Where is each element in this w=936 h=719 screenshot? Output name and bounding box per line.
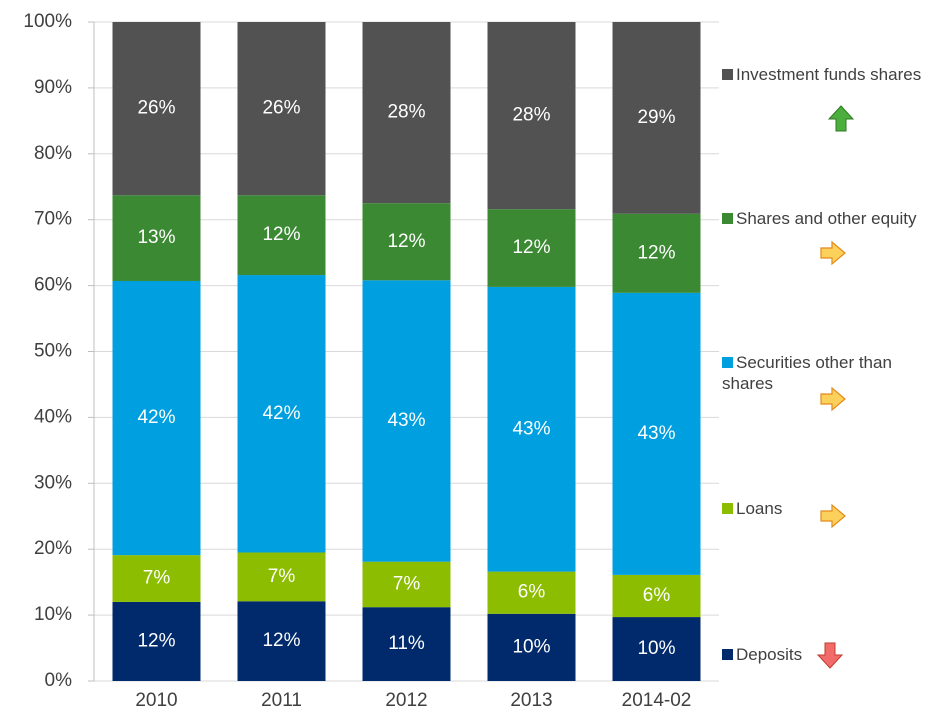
legend-swatch	[722, 357, 733, 368]
bar-segment	[362, 22, 451, 204]
legend-label: Securities other than shares	[722, 353, 892, 393]
bar-segment	[487, 22, 576, 210]
bar-segment	[612, 617, 701, 681]
data-label: 12%	[137, 630, 175, 651]
data-label: 13%	[137, 227, 175, 248]
legend-swatch	[722, 503, 733, 514]
bar-segment	[487, 286, 576, 572]
data-label: 12%	[512, 237, 550, 258]
bar-segment	[487, 209, 576, 287]
legend-label: Shares and other equity	[736, 209, 917, 228]
x-tick-label: 2012	[385, 690, 427, 711]
bar-segment	[362, 607, 451, 681]
y-tick-label: 60%	[34, 275, 72, 296]
data-label: 6%	[643, 585, 671, 606]
y-tick-label: 0%	[45, 670, 73, 691]
legend-entry: Investment funds shares	[722, 64, 934, 85]
y-tick-label: 90%	[34, 77, 72, 98]
data-label: 7%	[143, 568, 171, 589]
bar-segment	[237, 552, 326, 602]
legend-entry: Loans	[722, 498, 934, 519]
bar-segment	[362, 561, 451, 608]
bar-segment	[362, 280, 451, 562]
y-tick-label: 40%	[34, 406, 72, 427]
legend-swatch	[722, 649, 733, 660]
data-label: 6%	[518, 582, 546, 603]
x-tick-label: 2013	[510, 690, 552, 711]
data-label: 42%	[137, 407, 175, 428]
data-label: 10%	[637, 638, 675, 659]
data-label: 26%	[137, 98, 175, 119]
bar-segment	[237, 195, 326, 276]
legend-swatch	[722, 69, 733, 80]
data-label: 28%	[512, 105, 550, 126]
legend-entry: Deposits	[722, 644, 934, 665]
y-tick-label: 80%	[34, 143, 72, 164]
bar-segment	[612, 292, 701, 575]
legend-label: Investment funds shares	[736, 65, 922, 84]
legend-entry: Shares and other equity	[722, 208, 934, 229]
legend-label: Deposits	[736, 645, 803, 664]
bar-segment	[487, 571, 576, 614]
data-label: 26%	[262, 98, 300, 119]
bar-segment	[237, 601, 326, 681]
y-tick-label: 10%	[34, 604, 72, 625]
y-tick-label: 100%	[23, 11, 72, 32]
legend-entry: Securities other than shares	[722, 352, 934, 394]
data-label: 43%	[512, 418, 550, 439]
y-tick-label: 70%	[34, 209, 72, 230]
bar-segment	[237, 22, 326, 196]
data-label: 11%	[388, 633, 425, 654]
legend-swatch	[722, 213, 733, 224]
bar-segment	[112, 555, 201, 602]
data-label: 29%	[637, 107, 675, 128]
y-tick-label: 50%	[34, 341, 72, 362]
x-tick-label: 2010	[135, 690, 177, 711]
bar-segment	[237, 275, 326, 553]
data-label: 43%	[637, 423, 675, 444]
bar-segment	[612, 22, 701, 214]
data-label: 10%	[512, 636, 550, 657]
bar-segment	[112, 280, 201, 556]
bar-segment	[612, 574, 701, 618]
x-tick-label: 2014-02	[622, 690, 692, 711]
bar-segment	[362, 203, 451, 281]
data-label: 12%	[387, 231, 425, 252]
data-label: 12%	[262, 224, 300, 245]
bar-segment	[487, 613, 576, 681]
data-label: 12%	[262, 630, 300, 651]
x-tick-label: 2011	[261, 690, 302, 711]
data-label: 42%	[262, 403, 300, 424]
data-label: 12%	[637, 242, 675, 263]
bar-segment	[112, 601, 201, 681]
data-label: 28%	[387, 102, 425, 123]
bar-segment	[112, 22, 201, 196]
bar-segment	[112, 195, 201, 281]
data-label: 43%	[387, 410, 425, 431]
legend-label: Loans	[736, 499, 783, 518]
y-tick-label: 20%	[34, 538, 72, 559]
data-label: 7%	[393, 573, 421, 594]
data-label: 7%	[268, 566, 296, 587]
y-tick-label: 30%	[34, 472, 72, 493]
bar-segment	[612, 213, 701, 293]
